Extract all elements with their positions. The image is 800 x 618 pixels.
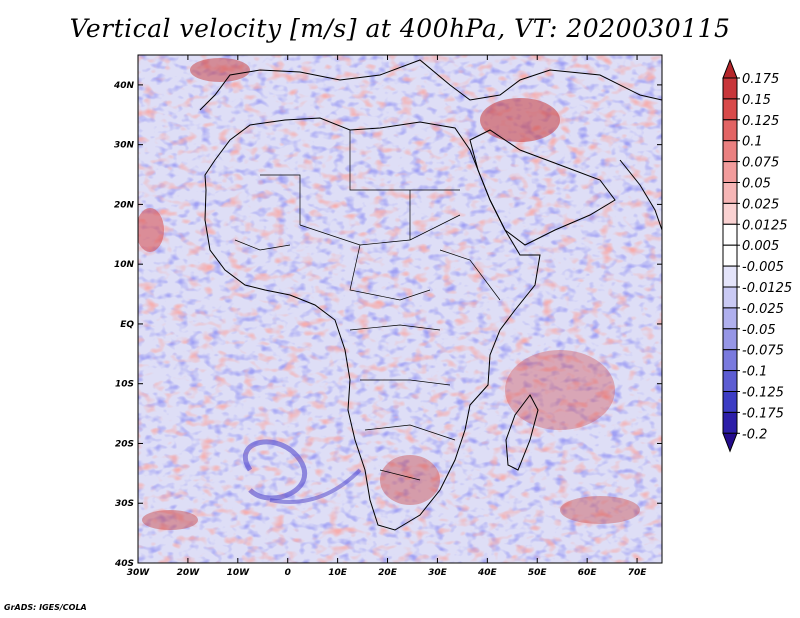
lon-tick-label: 30E xyxy=(428,568,448,578)
feature-cyclone-tail xyxy=(269,468,362,504)
colorbar-label: 0.005 xyxy=(742,239,779,254)
colorbar-segment xyxy=(722,244,738,267)
arabia-coastline xyxy=(469,129,616,246)
feature-south-indian-ascent xyxy=(560,496,640,524)
colorbar-segment xyxy=(722,77,738,100)
colorbar-label: -0.2 xyxy=(742,427,767,442)
lon-tick-label: 20W xyxy=(177,568,201,578)
colorbar-segment xyxy=(722,391,738,413)
lat-tick-label: 40N xyxy=(113,81,135,91)
lon-tick-label: 30W xyxy=(127,568,151,578)
positive-velocity-texture xyxy=(138,55,662,563)
colorbar-segment xyxy=(722,370,738,393)
feature-atlantic-ascent xyxy=(138,208,164,252)
colorbar-label: 0.05 xyxy=(742,177,771,192)
colorbar: 0.175 0.15 0.125 0.1 0.075 0.05 0.025 0.0125 0.0… xyxy=(722,58,792,453)
colorbar-label: 0.075 xyxy=(742,156,779,171)
colorbar-label: -0.05 xyxy=(742,323,776,338)
india-coastline xyxy=(619,159,662,231)
colorbar-label: -0.1 xyxy=(742,365,767,380)
colorbar-label: -0.125 xyxy=(742,386,784,401)
africa-coastline xyxy=(204,117,541,531)
colorbar-max-arrow xyxy=(722,58,738,79)
colorbar-label: -0.0125 xyxy=(742,281,792,296)
colorbar-label: 0.0125 xyxy=(742,218,788,233)
colorbar-label: 0.175 xyxy=(742,72,779,87)
colorbar-min-arrow xyxy=(722,432,738,453)
lon-tick-label: 70E xyxy=(628,568,648,578)
colorbar-segment xyxy=(722,119,738,142)
lon-tick-label: 40E xyxy=(477,568,498,578)
colorbar-segment xyxy=(722,98,738,121)
feature-south-atlantic-ascent xyxy=(142,510,198,530)
lat-tick-label: 30S xyxy=(115,499,134,509)
field-plot xyxy=(138,55,662,563)
lon-tick-label: 50E xyxy=(528,568,548,578)
colorbar-segment xyxy=(722,286,738,309)
colorbar-segment xyxy=(722,182,738,204)
country-borders xyxy=(234,130,501,481)
madagascar-coastline xyxy=(505,394,539,471)
colorbar-label: 0.025 xyxy=(742,197,779,212)
colorbar-segment xyxy=(722,140,738,163)
lat-tick-label: 10S xyxy=(115,380,134,390)
colorbar-segment xyxy=(722,223,738,246)
lat-tick-label: 10N xyxy=(114,260,135,270)
lon-tick-label: 0 xyxy=(285,568,291,578)
lat-tick-label: 30N xyxy=(114,141,135,151)
lon-tick-label: 10W xyxy=(227,568,251,578)
colorbar-segment xyxy=(722,265,738,288)
colorbar-label: 0.15 xyxy=(742,93,771,108)
credit-text: GrADS: IGES/COLA xyxy=(4,603,87,612)
lat-tick-label: 20S xyxy=(115,439,134,449)
colorbar-label: -0.005 xyxy=(742,260,784,275)
colorbar-segment xyxy=(722,307,738,330)
feature-indian-ocean-ascent xyxy=(505,350,615,430)
lat-tick-label: EQ xyxy=(120,320,134,330)
feature-cyclone-spiral xyxy=(242,439,308,501)
feature-southern-africa-ascent xyxy=(380,455,440,505)
latitude-axis: 40N 30N 20N 10N EQ 10S 20S 30S 40S xyxy=(113,81,662,569)
colorbar-label: 0.125 xyxy=(742,114,779,129)
lon-tick-label: 20E xyxy=(378,568,398,578)
colorbar-segment xyxy=(722,411,738,434)
colorbar-label: -0.075 xyxy=(742,344,784,359)
colorbar-segment xyxy=(722,349,738,372)
longitude-axis: 30W 20W 10W 0 10E 20E 30E 40E 50E 60E 70E xyxy=(127,55,647,578)
colorbar-segment xyxy=(722,202,738,225)
europe-coastline xyxy=(199,59,662,111)
feature-north-ascent xyxy=(190,58,250,82)
colorbar-label: -0.175 xyxy=(742,406,784,421)
colorbar-segment xyxy=(722,161,738,184)
lat-tick-label: 20N xyxy=(114,200,135,210)
lat-tick-label: 40S xyxy=(114,559,134,569)
colorbar-segment xyxy=(722,328,738,351)
colorbar-label: -0.025 xyxy=(742,302,784,317)
colorbar-label: 0.1 xyxy=(742,135,763,150)
coastlines xyxy=(199,59,662,531)
lon-tick-label: 10E xyxy=(328,568,348,578)
plot-frame xyxy=(137,54,663,564)
feature-middle-east-ascent xyxy=(480,98,560,142)
lon-tick-label: 60E xyxy=(578,568,598,578)
chart-title: Vertical velocity [m/s] at 400hPa, VT: 2… xyxy=(69,14,731,43)
